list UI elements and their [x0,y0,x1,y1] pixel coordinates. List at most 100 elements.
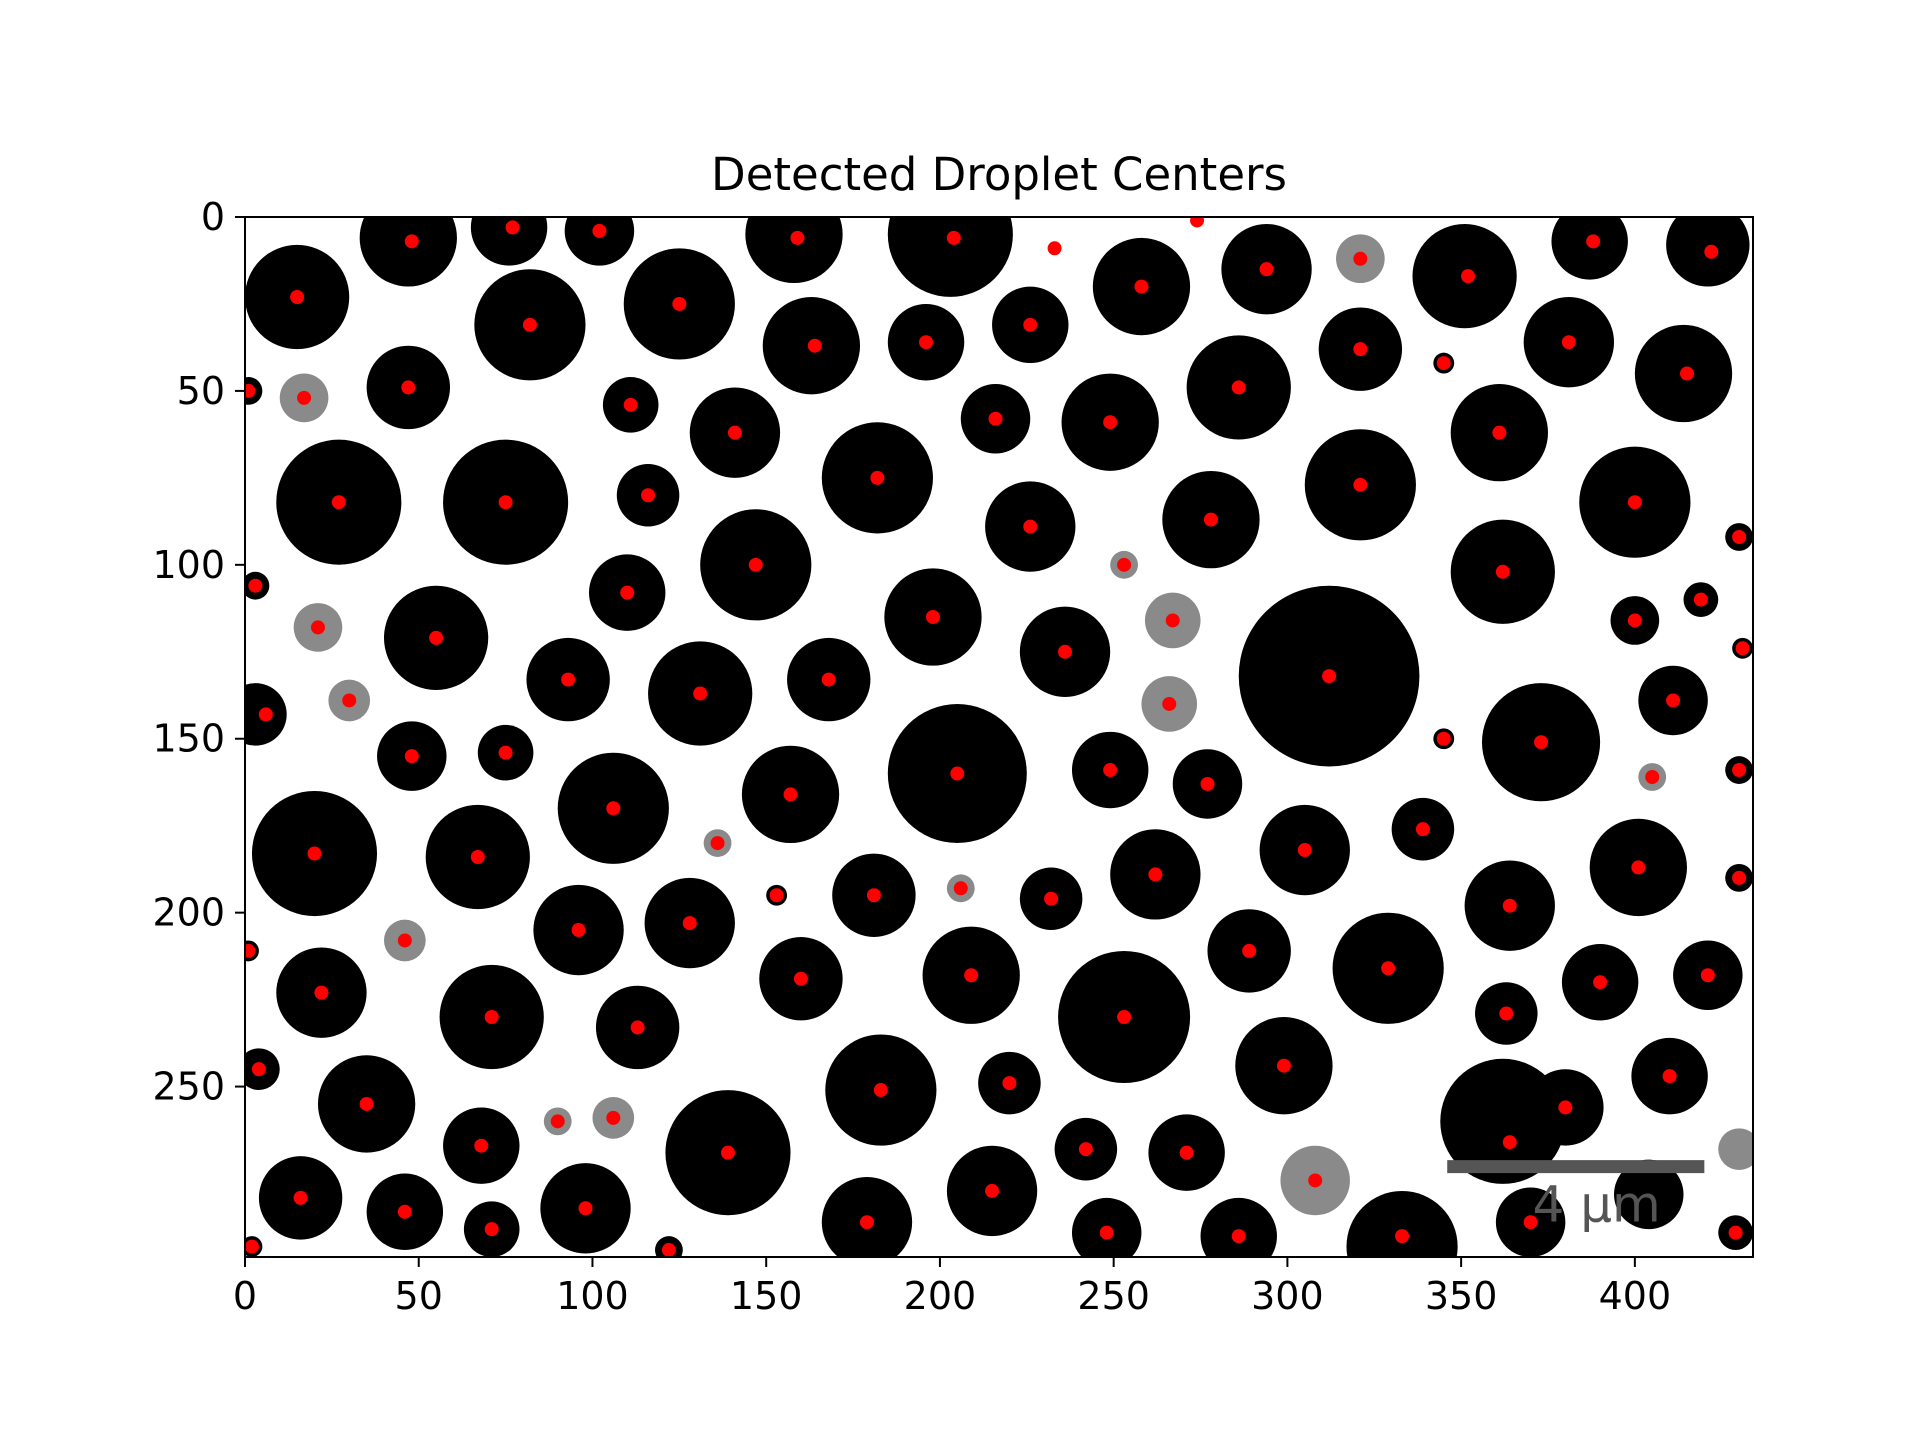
detected-center-point [1586,234,1601,249]
detected-center-point [1693,592,1708,607]
detected-center-point [1179,1145,1194,1160]
detected-center-point [1047,241,1062,256]
detected-center-point [1461,269,1476,284]
detected-center-point [429,630,444,645]
detected-center-point [342,693,357,708]
droplet [1346,1190,1458,1257]
detected-center-point [946,230,961,245]
detected-center-point [498,495,513,510]
detected-center-point [1662,1069,1677,1084]
detected-center-point [1322,669,1337,684]
detected-center-point [988,411,1003,426]
detected-center-point [505,220,520,235]
detected-center-point [821,672,836,687]
detected-center-point [245,1239,259,1254]
detected-center-point [1353,477,1368,492]
detected-center-point [258,707,273,722]
droplet [1440,1058,1566,1184]
detected-center-point [748,557,763,572]
y-axis-ticks: 0 50 100 150 200 250 [152,195,245,1109]
detected-center-point [793,971,808,986]
y-tick-label: 50 [177,369,225,413]
detected-center-point [470,850,485,864]
detected-center-point [859,1215,874,1230]
y-tick-label: 250 [152,1065,225,1109]
droplet [745,217,843,284]
detected-center-point [925,610,940,624]
detected-center-point [790,230,805,245]
detected-center-point [950,766,965,781]
chart-title: Detected Droplet Centers [711,148,1287,201]
detected-center-point [550,1114,565,1129]
detected-center-point [1058,644,1073,659]
detected-center-point [606,1110,621,1125]
x-tick-label: 100 [556,1274,629,1318]
detected-center-point [672,296,687,311]
detected-center-point [404,749,419,764]
detected-center-point [251,1062,266,1077]
detected-center-point [1308,1173,1323,1188]
y-tick-label: 0 [201,195,225,239]
x-tick-label: 250 [1077,1274,1150,1318]
detected-center-point [1242,943,1257,958]
detected-center-point [769,888,784,903]
detected-center-point [1561,335,1576,350]
detected-center-point [1499,1006,1514,1021]
detected-center-point [331,495,346,510]
detected-center-point [1436,731,1451,746]
x-tick-label: 300 [1251,1274,1324,1318]
detected-center-point [1134,279,1149,294]
detected-center-point [1297,843,1312,858]
detected-center-point [1231,1229,1246,1244]
detected-center-point [561,672,576,687]
detected-center-point [1666,693,1681,708]
detected-center-point [1679,366,1694,381]
detected-center-point [1735,641,1750,656]
detected-center-point [1103,415,1118,430]
x-axis-ticks: 0 50 100 150 200 250 300 350 400 [233,1257,1671,1318]
detected-center-point [290,290,305,304]
droplet [564,217,635,266]
detected-center-point [1259,262,1274,277]
detected-center-point [953,881,968,896]
detected-center-point [1593,975,1608,990]
y-tick-label: 100 [152,543,225,587]
detected-center-point [1381,961,1396,976]
detected-center-point [1099,1225,1114,1240]
detected-center-point [310,620,325,635]
x-tick-label: 0 [233,1274,257,1318]
detected-center-point [870,470,885,485]
detected-center-point [1495,564,1510,579]
detected-center-point [1148,867,1163,882]
detected-center-point [661,1243,676,1257]
detected-center-point [1002,1076,1017,1091]
droplet [1551,217,1628,280]
detected-center-point [1103,763,1118,778]
detected-center-point [606,801,621,816]
detected-center-point [1023,317,1038,332]
detected-center-point [1190,217,1205,228]
detected-center-point [1732,530,1747,544]
detected-center-point [641,488,656,503]
detected-center-point [682,916,697,931]
detected-center-point [1627,613,1642,628]
detected-center-point [1415,822,1430,837]
detected-center-point [307,846,322,861]
detected-center-point [484,1010,499,1024]
detected-center-point [623,397,638,412]
x-tick-label: 350 [1425,1274,1498,1318]
detected-center-point [404,234,419,249]
detected-center-point [1631,860,1646,875]
detected-center-point [1732,870,1747,885]
detected-center-point [522,317,537,332]
detected-center-point [1044,891,1059,906]
detected-center-point [245,943,256,958]
detected-center-point [1502,1135,1517,1150]
detected-center-point [1436,356,1451,371]
detected-center-point [1162,696,1177,711]
detected-center-point [1534,735,1549,750]
detected-center-point [401,380,416,395]
detected-centers-series [245,217,1750,1257]
detected-center-point [1117,557,1132,572]
